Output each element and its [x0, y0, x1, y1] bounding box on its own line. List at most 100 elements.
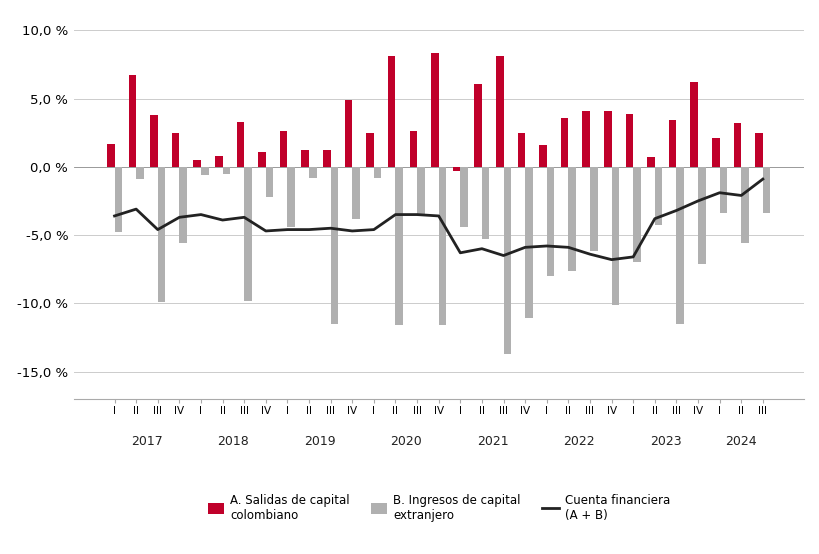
- Bar: [654, 167, 662, 225]
- Bar: [524, 167, 532, 319]
- Cuenta financiera
(A + B): [455, 249, 464, 256]
- Bar: [301, 150, 309, 167]
- Bar: [106, 143, 115, 167]
- Text: 2022: 2022: [563, 435, 595, 448]
- Cuenta financiera
(A + B): [390, 211, 400, 218]
- Cuenta financiera
(A + B): [735, 192, 745, 199]
- Bar: [330, 167, 337, 324]
- Cuenta financiera
(A + B): [498, 252, 508, 259]
- Cuenta financiera
(A + B): [541, 243, 551, 249]
- Bar: [157, 167, 165, 302]
- Cuenta financiera
(A + B): [671, 207, 681, 214]
- Cuenta financiera
(A + B): [627, 254, 637, 260]
- Bar: [546, 167, 554, 276]
- Cuenta financiera
(A + B): [757, 176, 767, 182]
- Bar: [581, 111, 589, 167]
- Cuenta financiera
(A + B): [152, 226, 162, 233]
- Cuenta financiera
(A + B): [649, 216, 659, 222]
- Bar: [676, 167, 683, 324]
- Bar: [517, 132, 524, 167]
- Text: 2018: 2018: [217, 435, 249, 448]
- Cuenta financiera
(A + B): [369, 226, 378, 233]
- Bar: [719, 167, 726, 213]
- Cuenta financiera
(A + B): [174, 214, 184, 220]
- Bar: [668, 120, 676, 167]
- Cuenta financiera
(A + B): [304, 226, 314, 233]
- Text: 2024: 2024: [725, 435, 756, 448]
- Bar: [495, 56, 503, 167]
- Bar: [244, 167, 251, 301]
- Bar: [611, 167, 618, 305]
- Cuenta financiera
(A + B): [196, 211, 206, 218]
- Cuenta financiera
(A + B): [131, 206, 141, 212]
- Bar: [258, 152, 265, 167]
- Text: 2020: 2020: [390, 435, 422, 448]
- Bar: [172, 132, 179, 167]
- Cuenta financiera
(A + B): [563, 244, 572, 250]
- Bar: [265, 167, 273, 197]
- Bar: [568, 167, 575, 270]
- Cuenta financiera
(A + B): [260, 228, 270, 234]
- Bar: [762, 167, 770, 213]
- Bar: [287, 167, 295, 227]
- Bar: [438, 167, 446, 325]
- Bar: [711, 138, 719, 167]
- Cuenta financiera
(A + B): [519, 244, 529, 250]
- Bar: [323, 150, 330, 167]
- Bar: [733, 123, 740, 167]
- Bar: [129, 75, 136, 167]
- Bar: [452, 167, 459, 171]
- Cuenta financiera
(A + B): [347, 228, 357, 234]
- Bar: [115, 167, 122, 232]
- Bar: [646, 157, 654, 167]
- Text: 2021: 2021: [477, 435, 508, 448]
- Legend: A. Salidas de capital
colombiano, B. Ingresos de capital
extranjero, Cuenta fina: A. Salidas de capital colombiano, B. Ing…: [202, 489, 674, 526]
- Bar: [309, 167, 316, 178]
- Cuenta financiera
(A + B): [606, 257, 616, 263]
- Bar: [539, 145, 546, 167]
- Text: 2017: 2017: [131, 435, 163, 448]
- Bar: [690, 82, 697, 167]
- Bar: [431, 54, 438, 167]
- Bar: [373, 167, 381, 178]
- Bar: [740, 167, 748, 243]
- Text: 2019: 2019: [304, 435, 335, 448]
- Cuenta financiera
(A + B): [110, 213, 120, 219]
- Bar: [179, 167, 187, 243]
- Bar: [344, 100, 352, 167]
- Cuenta financiera
(A + B): [714, 189, 724, 196]
- Bar: [754, 132, 762, 167]
- Bar: [459, 167, 468, 227]
- Line: Cuenta financiera
(A + B): Cuenta financiera (A + B): [115, 179, 762, 260]
- Bar: [482, 167, 489, 239]
- Bar: [697, 167, 704, 264]
- Bar: [352, 167, 360, 219]
- Bar: [366, 132, 373, 167]
- Bar: [237, 122, 244, 167]
- Bar: [201, 167, 208, 175]
- Bar: [503, 167, 510, 354]
- Cuenta financiera
(A + B): [477, 245, 486, 252]
- Bar: [409, 131, 417, 167]
- Bar: [395, 167, 403, 325]
- Bar: [560, 117, 568, 167]
- Bar: [136, 167, 143, 179]
- Cuenta financiera
(A + B): [692, 198, 702, 204]
- Cuenta financiera
(A + B): [433, 213, 443, 219]
- Cuenta financiera
(A + B): [217, 217, 227, 223]
- Cuenta financiera
(A + B): [325, 225, 335, 232]
- Cuenta financiera
(A + B): [239, 214, 249, 220]
- Bar: [222, 167, 230, 173]
- Cuenta financiera
(A + B): [283, 226, 292, 233]
- Cuenta financiera
(A + B): [412, 211, 422, 218]
- Bar: [632, 167, 640, 263]
- Bar: [279, 131, 287, 167]
- Bar: [150, 115, 157, 167]
- Bar: [625, 114, 632, 167]
- Bar: [387, 56, 395, 167]
- Bar: [604, 111, 611, 167]
- Bar: [193, 160, 201, 167]
- Bar: [473, 84, 482, 167]
- Bar: [589, 167, 597, 252]
- Cuenta financiera
(A + B): [584, 251, 594, 258]
